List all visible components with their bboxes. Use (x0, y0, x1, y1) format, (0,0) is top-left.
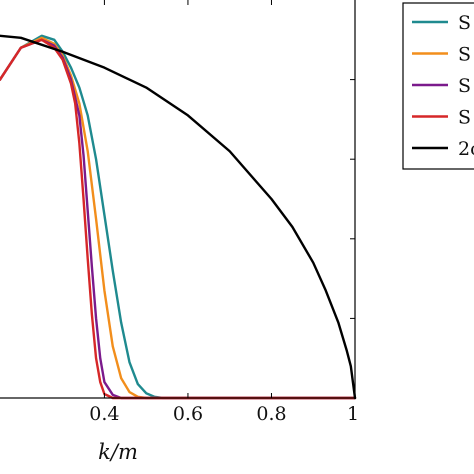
ticks-layer: 0.4 0.6 0.8 1 (89, 0, 359, 425)
legend-label: S (458, 12, 471, 34)
plot-frame (0, 0, 356, 399)
legend-item: S (412, 12, 471, 34)
legend-label: 2c (458, 138, 474, 160)
legend-item: S (412, 44, 471, 66)
legend-label: S (458, 107, 471, 129)
series-line-1 (0, 34, 357, 400)
x-tick-label: 1 (347, 403, 359, 425)
legend-label: S (458, 44, 471, 66)
legend-items: SSSS2c (412, 12, 474, 160)
x-axis-label: k/m (98, 440, 138, 464)
legend-item: 2c (412, 138, 474, 160)
legend-item: S (412, 107, 471, 129)
series-line-4 (0, 38, 357, 400)
series-line-5 (0, 34, 357, 400)
x-tick-label: 0.8 (256, 403, 286, 425)
series-line-3 (0, 38, 357, 400)
plot-area: 0.4 0.6 0.8 1 (0, 0, 359, 425)
series-layer (0, 34, 357, 400)
legend: SSSS2c (402, 2, 474, 170)
legend-label: S (458, 75, 471, 97)
x-tick-label: 0.6 (173, 403, 203, 425)
series-line-2 (0, 36, 357, 400)
x-tick-label: 0.4 (89, 403, 119, 425)
legend-item: S (412, 75, 471, 97)
